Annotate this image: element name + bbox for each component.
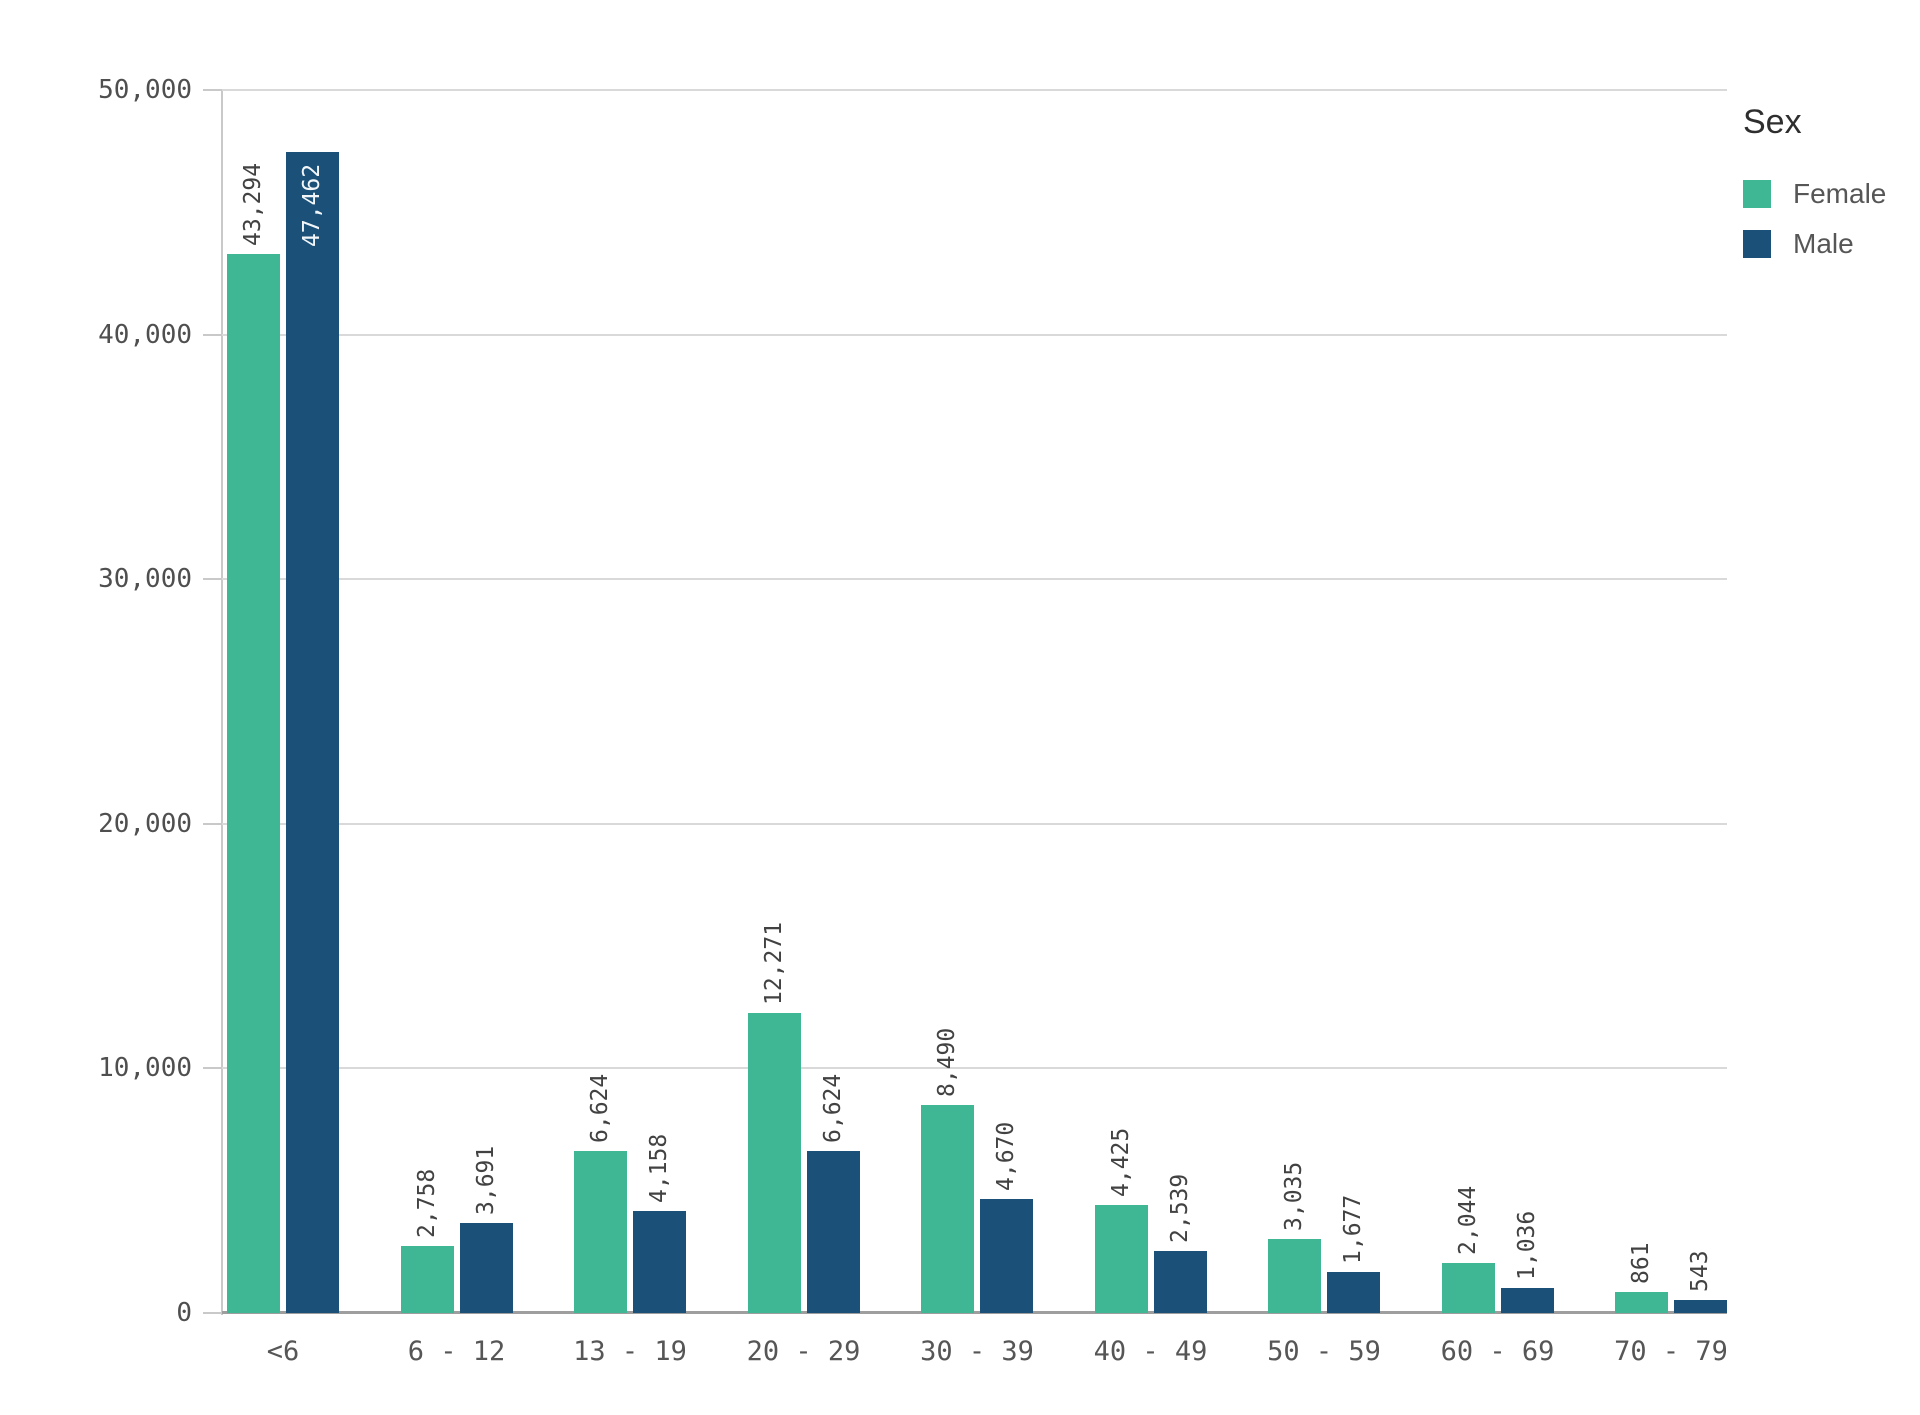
bar-male-group-3[interactable] — [633, 1211, 686, 1313]
gridline-20000 — [222, 822, 1727, 825]
legend-items: Female Male — [1743, 180, 1886, 258]
x-tick-label-group-8: 60 - 69 — [1440, 1336, 1555, 1367]
y-tick-label: 50,000 — [98, 75, 192, 105]
legend-title: Sex — [1743, 103, 1802, 141]
bar-value-label-male-group-3: 4,158 — [646, 1133, 672, 1203]
bar-female-group-2[interactable] — [400, 1246, 454, 1313]
x-tick-label-group-4: 20 - 29 — [746, 1336, 861, 1367]
bar-value-label-female-group-1: 43,294 — [240, 162, 266, 246]
bar-female-group-7[interactable] — [1268, 1239, 1321, 1313]
bar-value-label-male-group-6: 2,539 — [1166, 1173, 1193, 1243]
bar-female-group-3[interactable] — [574, 1151, 627, 1313]
x-axis-baseline — [222, 1311, 1727, 1314]
y-tick-mark — [203, 333, 222, 336]
x-tick-label-group-9: 70 - 79 — [1614, 1336, 1728, 1367]
bar-value-label-male-group-1: 47,462 — [299, 163, 325, 248]
plot-area: 43,294 47,462 <6 2,758 3,691 6 - 12 6,624 4,158… — [222, 89, 1728, 1367]
bar-value-label-female-group-2: 2,758 — [413, 1168, 440, 1238]
bar-value-label-female-group-9: 861 — [1628, 1242, 1654, 1284]
bar-male-group-4[interactable] — [806, 1151, 860, 1313]
bar-male-group-7[interactable] — [1327, 1272, 1380, 1313]
bar-value-label-female-group-3: 6,624 — [587, 1073, 613, 1143]
bar-female-group-6[interactable] — [1094, 1205, 1148, 1313]
legend-label-male: Male — [1793, 228, 1854, 259]
legend-swatch-male — [1743, 230, 1771, 258]
legend-item-female[interactable]: Female — [1743, 180, 1886, 208]
gridline-40000 — [222, 333, 1727, 336]
bar-male-group-8[interactable] — [1500, 1288, 1554, 1313]
x-tick-label-group-3: 13 - 19 — [573, 1336, 687, 1367]
bar-male-group-1[interactable] — [286, 152, 339, 1313]
legend-label-female: Female — [1793, 178, 1887, 209]
bar-value-label-female-group-8: 2,044 — [1454, 1185, 1481, 1255]
bar-value-label-female-group-6: 4,425 — [1107, 1127, 1134, 1197]
legend: Sex Female Male — [1743, 103, 1886, 280]
bar-male-group-2[interactable] — [459, 1223, 513, 1313]
bar-value-label-female-group-7: 3,035 — [1281, 1161, 1307, 1231]
legend-item-male[interactable]: Male — [1743, 230, 1886, 258]
y-tick-mark — [203, 1067, 222, 1070]
y-tick-label: 20,000 — [98, 808, 192, 839]
bar-female-group-1[interactable] — [227, 254, 280, 1313]
gridline-30000 — [222, 578, 1727, 581]
y-tick-mark — [203, 822, 222, 825]
bar-value-label-male-group-4: 6,624 — [819, 1073, 846, 1143]
x-tick-label-group-5: 30 - 39 — [920, 1336, 1034, 1367]
x-tick-label-group-1: <6 — [266, 1336, 300, 1367]
x-tick-label-group-7: 50 - 59 — [1267, 1336, 1381, 1367]
bar-female-group-4[interactable] — [747, 1013, 801, 1313]
bar-male-group-9[interactable] — [1674, 1300, 1727, 1313]
bar-value-label-male-group-9: 543 — [1687, 1250, 1713, 1292]
bar-female-group-5[interactable] — [921, 1105, 974, 1313]
bar-value-label-male-group-2: 3,691 — [472, 1145, 499, 1215]
y-axis-line — [221, 90, 223, 1315]
y-tick-mark — [203, 1312, 222, 1314]
bar-value-label-male-group-7: 1,677 — [1340, 1194, 1366, 1264]
bar-female-group-8[interactable] — [1441, 1263, 1495, 1313]
x-tick-label-group-2: 6 - 12 — [407, 1336, 506, 1367]
y-tick-label: 0 — [176, 1298, 192, 1328]
bar-female-group-9[interactable] — [1615, 1292, 1668, 1313]
bar-value-label-male-group-8: 1,036 — [1513, 1210, 1540, 1280]
bar-value-label-female-group-5: 8,490 — [934, 1027, 960, 1097]
gridline-10000 — [222, 1067, 1727, 1070]
bar-value-label-female-group-4: 12,271 — [760, 921, 787, 1005]
y-tick-label: 40,000 — [98, 319, 192, 350]
legend-swatch-female — [1743, 180, 1771, 208]
gridline-50000 — [222, 89, 1727, 91]
bar-value-label-male-group-5: 4,670 — [993, 1121, 1019, 1191]
y-tick-label: 30,000 — [98, 564, 192, 595]
y-tick-label: 10,000 — [98, 1053, 192, 1084]
y-tick-mark — [203, 89, 222, 91]
bar-male-group-5[interactable] — [980, 1199, 1033, 1313]
y-tick-mark — [203, 578, 222, 581]
bar-male-group-6[interactable] — [1153, 1251, 1207, 1313]
x-tick-label-group-6: 40 - 49 — [1093, 1336, 1208, 1367]
